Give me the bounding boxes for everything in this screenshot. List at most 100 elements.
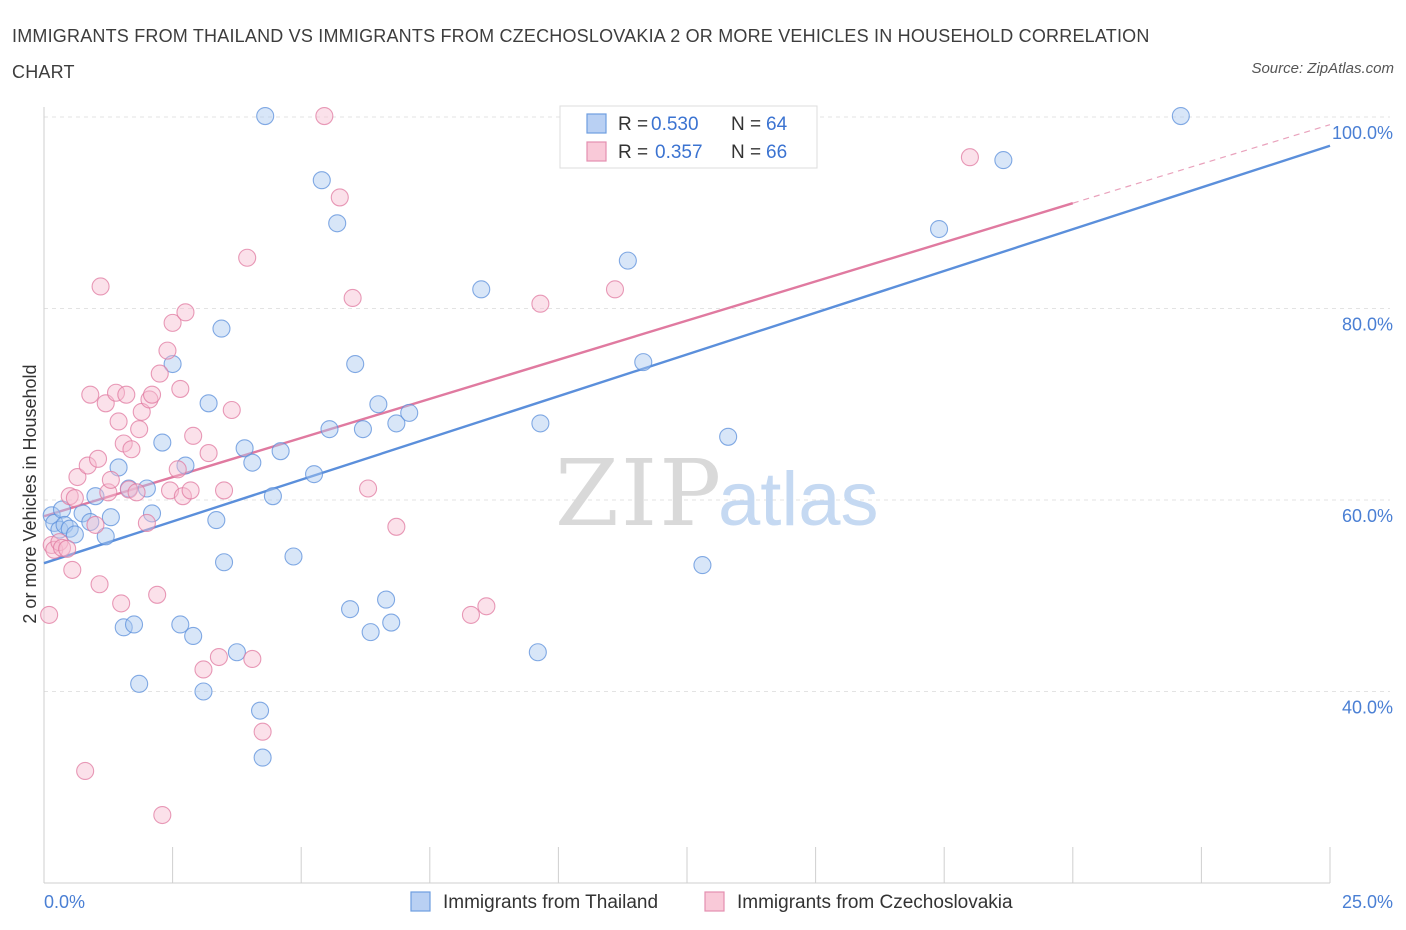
point-series-0-27 xyxy=(212,319,231,338)
source-label: Source: ZipAtlas.com xyxy=(1251,60,1394,77)
point-series-0-37 xyxy=(284,547,303,566)
point-series-0-10 xyxy=(96,527,115,546)
point-series-0-34 xyxy=(256,106,275,126)
point-series-0-15 xyxy=(124,615,144,634)
watermark-zip: ZIP xyxy=(555,440,723,547)
point-series-0-25 xyxy=(199,394,218,413)
point-series-1-51 xyxy=(243,649,262,668)
point-series-0-41 xyxy=(328,214,347,233)
bottom-legend-label-czechoslovakia: Immigrants from Czechoslovakia xyxy=(737,892,1013,913)
point-series-0-35 xyxy=(263,487,282,506)
legend-swatch-thailand xyxy=(586,113,607,134)
chart-title: IMMIGRANTS FROM THAILAND VS IMMIGRANTS F… xyxy=(12,26,1150,82)
legend-r-label-czechoslovakia: R = xyxy=(618,142,648,163)
point-series-0-19 xyxy=(153,433,172,452)
y-tick-label-1: 80.0% xyxy=(1342,315,1393,335)
y-tick-labels: 100.0% 80.0% 60.0% 40.0% xyxy=(1332,123,1393,718)
point-series-0-46 xyxy=(369,395,388,414)
legend-r-value-czechoslovakia: 0.357 xyxy=(655,142,703,163)
point-series-0-53 xyxy=(531,414,550,433)
legend-r-value-thailand: 0.530 xyxy=(651,114,699,135)
point-series-1-56 xyxy=(359,479,378,498)
point-series-0-42 xyxy=(341,600,360,619)
point-series-1-12 xyxy=(81,385,100,404)
point-series-1-10 xyxy=(76,761,95,781)
point-series-0-44 xyxy=(353,420,372,439)
point-series-0-45 xyxy=(361,623,380,642)
point-series-1-11 xyxy=(78,456,97,475)
point-series-1-30 xyxy=(137,513,156,533)
point-series-0-24 xyxy=(194,682,213,701)
point-series-1-34 xyxy=(150,364,169,383)
trend-extension-series-1 xyxy=(1072,124,1331,204)
point-series-1-31 xyxy=(140,390,159,409)
legend-n-value-czechoslovakia: 66 xyxy=(766,142,787,163)
point-series-0-57 xyxy=(719,427,738,446)
point-series-1-9 xyxy=(68,467,87,487)
axes xyxy=(43,107,1331,884)
point-series-1-27 xyxy=(127,483,146,502)
point-series-0-48 xyxy=(382,613,401,632)
point-series-1-5 xyxy=(58,539,77,558)
point-series-1-24 xyxy=(117,385,136,404)
y-axis-label: 2 or more Vehicles in Household xyxy=(20,364,40,623)
x-tick-label-min: 0.0% xyxy=(44,892,85,912)
point-series-1-40 xyxy=(171,379,190,398)
point-series-1-44 xyxy=(184,426,203,445)
legend-r-label-thailand: R = xyxy=(618,114,648,135)
bottom-legend-swatch-czechoslovakia xyxy=(704,891,725,912)
legend-n-label-thailand: N = xyxy=(731,114,761,135)
point-series-0-40 xyxy=(320,420,339,439)
point-series-0-47 xyxy=(377,590,396,609)
point-series-1-15 xyxy=(90,575,109,594)
point-series-0-33 xyxy=(253,748,272,767)
point-series-0-18 xyxy=(142,504,162,523)
point-series-0-31 xyxy=(243,453,262,472)
watermark-atlas: atlas xyxy=(718,457,879,542)
legend-n-label-czechoslovakia: N = xyxy=(731,142,761,163)
point-series-1-26 xyxy=(122,440,141,459)
trend-line-series-1 xyxy=(43,202,1074,518)
point-series-0-43 xyxy=(346,354,365,374)
point-series-1-0 xyxy=(40,605,59,624)
point-series-1-13 xyxy=(86,515,105,534)
point-series-0-39 xyxy=(312,171,331,190)
point-series-0-59 xyxy=(994,151,1013,170)
point-series-1-61 xyxy=(605,280,625,299)
data-points xyxy=(40,106,1190,825)
point-series-0-60 xyxy=(1171,106,1190,126)
grid-lines xyxy=(44,116,1390,692)
point-series-1-46 xyxy=(199,444,218,463)
point-series-0-20 xyxy=(163,354,182,374)
point-series-1-43 xyxy=(181,481,200,500)
bottom-legend-swatch-thailand xyxy=(410,891,431,912)
point-series-0-58 xyxy=(930,219,949,239)
point-series-0-6 xyxy=(65,525,84,544)
y-tick-label-0: 100.0% xyxy=(1332,123,1393,143)
trend-lines xyxy=(43,124,1331,565)
point-series-0-51 xyxy=(472,280,491,299)
point-series-0-8 xyxy=(81,512,100,532)
point-series-0-55 xyxy=(634,353,653,372)
watermark: ZIP atlas xyxy=(555,440,879,547)
point-series-1-60 xyxy=(531,294,550,313)
point-series-0-16 xyxy=(130,674,149,693)
bottom-legend-label-thailand: Immigrants from Thailand xyxy=(443,892,658,913)
point-series-0-5 xyxy=(60,519,79,538)
point-series-0-54 xyxy=(618,251,637,270)
point-series-1-32 xyxy=(142,385,162,404)
point-series-1-58 xyxy=(461,605,481,624)
point-series-1-39 xyxy=(168,460,187,479)
point-series-0-13 xyxy=(114,618,133,637)
y-tick-label-3: 40.0% xyxy=(1342,698,1393,718)
point-series-0-11 xyxy=(101,508,120,527)
point-series-1-35 xyxy=(153,805,172,825)
trend-line-series-0 xyxy=(43,144,1331,565)
x-tick-label-max: 25.0% xyxy=(1342,892,1393,912)
point-series-1-21 xyxy=(109,412,128,431)
point-series-1-19 xyxy=(101,470,120,489)
point-series-1-16 xyxy=(91,277,110,296)
point-series-1-22 xyxy=(112,594,131,613)
point-series-0-50 xyxy=(400,403,419,422)
point-series-1-33 xyxy=(148,585,167,604)
